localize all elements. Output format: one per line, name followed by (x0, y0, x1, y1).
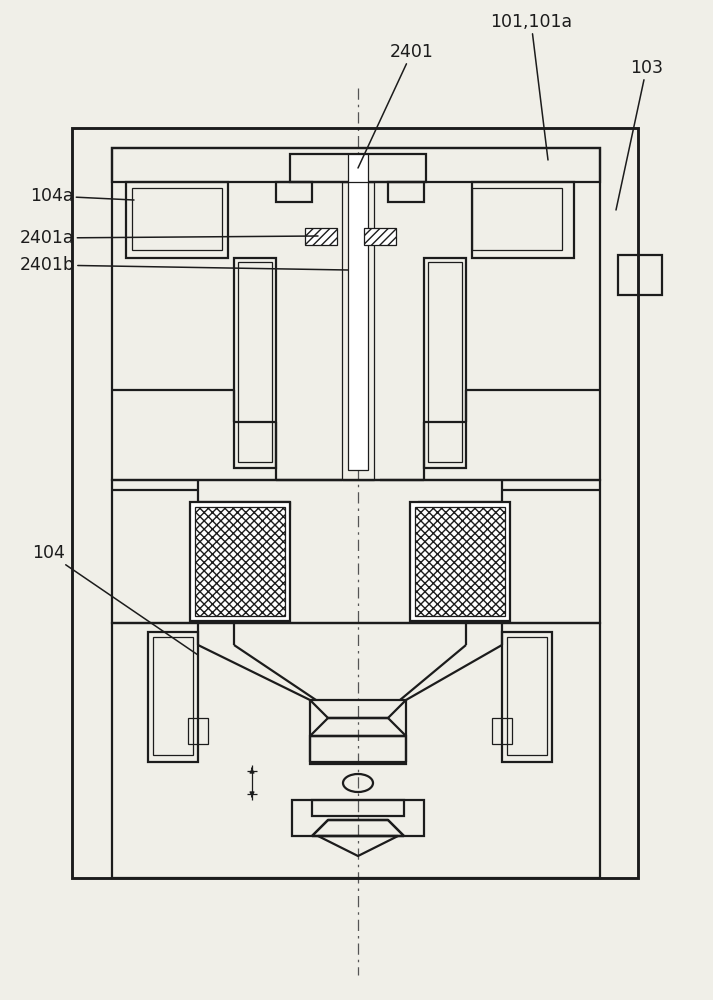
Text: 104: 104 (32, 544, 198, 655)
Bar (148, 632, 198, 762)
Bar (290, 154, 426, 182)
Bar (292, 800, 424, 836)
Bar (492, 718, 512, 744)
Bar (112, 480, 600, 623)
Text: 104a: 104a (30, 187, 134, 205)
Bar (388, 182, 424, 202)
Text: 101,101a: 101,101a (490, 13, 572, 160)
Bar (238, 262, 272, 462)
Bar (132, 188, 222, 250)
Bar (507, 637, 547, 755)
Bar (188, 718, 208, 744)
Bar (415, 507, 505, 616)
Bar (502, 632, 552, 762)
Bar (195, 507, 285, 616)
Bar (618, 255, 662, 295)
Bar (112, 623, 600, 878)
Bar (72, 128, 638, 878)
Text: 103: 103 (616, 59, 663, 210)
Bar (342, 182, 374, 480)
Bar (472, 188, 562, 250)
Bar (153, 637, 193, 755)
Text: 2401b: 2401b (20, 256, 348, 274)
Text: 2401a: 2401a (20, 229, 318, 247)
Bar (348, 154, 368, 470)
Bar (410, 502, 510, 621)
Bar (126, 182, 228, 258)
Bar (276, 182, 312, 202)
Bar (190, 502, 290, 621)
Bar (112, 148, 600, 182)
Bar (310, 736, 406, 764)
Bar (112, 148, 600, 480)
Bar (312, 800, 404, 816)
Bar (472, 182, 574, 258)
Text: 2401: 2401 (358, 43, 434, 168)
Bar (305, 228, 337, 245)
Bar (234, 258, 276, 468)
Bar (424, 258, 466, 468)
Bar (364, 228, 396, 245)
Bar (428, 262, 462, 462)
